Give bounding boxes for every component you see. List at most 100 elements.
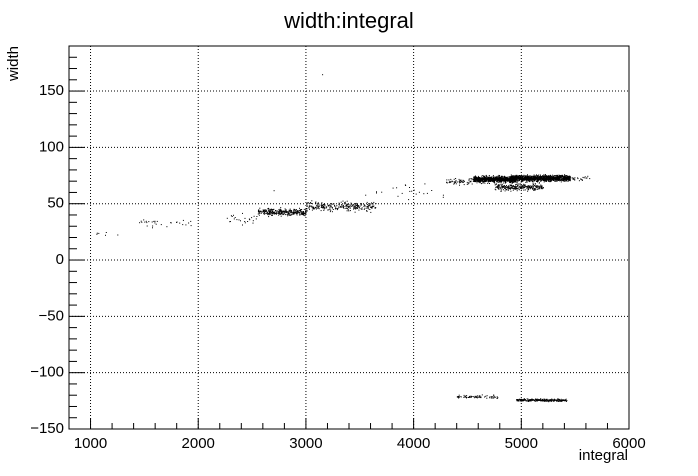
data-point xyxy=(288,211,289,213)
data-point xyxy=(578,180,580,182)
data-point xyxy=(531,186,532,188)
data-point xyxy=(537,175,539,177)
data-point xyxy=(476,397,478,399)
data-point xyxy=(528,187,530,188)
data-point xyxy=(565,398,567,400)
data-point xyxy=(548,176,550,178)
data-point xyxy=(453,178,455,180)
data-point xyxy=(458,394,460,396)
data-point xyxy=(343,203,345,205)
data-point xyxy=(566,177,567,179)
data-point xyxy=(332,209,334,210)
data-point xyxy=(540,177,542,179)
data-point xyxy=(523,184,525,186)
data-point xyxy=(523,178,525,180)
data-point xyxy=(473,176,475,178)
data-point xyxy=(329,208,331,210)
data-point xyxy=(528,188,530,189)
data-point xyxy=(347,207,349,209)
data-point xyxy=(510,177,512,179)
data-point xyxy=(538,179,540,181)
data-point xyxy=(179,222,181,224)
data-point xyxy=(556,400,558,402)
data-point xyxy=(325,207,327,209)
data-point xyxy=(563,180,565,182)
data-point xyxy=(508,188,510,189)
data-point xyxy=(316,203,318,205)
data-point xyxy=(529,179,531,181)
data-point xyxy=(376,191,377,193)
data-point xyxy=(549,181,551,183)
data-point xyxy=(530,399,532,401)
data-point xyxy=(366,206,368,207)
data-point xyxy=(541,399,543,400)
data-point xyxy=(470,180,472,182)
data-point xyxy=(514,186,516,188)
data-point xyxy=(488,181,490,183)
data-point xyxy=(265,209,267,211)
data-point xyxy=(353,204,354,206)
data-point xyxy=(544,399,546,401)
data-point xyxy=(278,209,280,211)
data-point xyxy=(256,216,258,217)
data-point xyxy=(566,180,568,182)
data-point xyxy=(523,186,525,188)
data-point xyxy=(344,202,346,204)
data-point xyxy=(360,203,362,204)
data-point xyxy=(477,177,479,179)
data-point xyxy=(329,211,331,213)
data-point xyxy=(503,180,505,182)
data-point xyxy=(523,398,525,400)
data-point xyxy=(299,212,301,214)
data-point xyxy=(512,189,514,191)
data-point xyxy=(464,396,466,398)
data-point xyxy=(305,212,307,214)
data-point xyxy=(563,175,565,177)
data-point xyxy=(527,190,529,192)
data-point xyxy=(534,400,536,402)
data-point xyxy=(486,176,488,178)
data-point xyxy=(365,194,367,196)
data-point xyxy=(338,204,340,205)
data-point xyxy=(275,210,276,211)
data-point xyxy=(513,177,515,178)
data-point xyxy=(532,185,534,187)
data-point xyxy=(538,176,540,178)
data-point xyxy=(484,180,486,182)
data-point xyxy=(458,396,460,398)
data-point xyxy=(258,211,260,213)
data-point xyxy=(289,209,291,211)
data-point xyxy=(528,180,530,182)
data-point xyxy=(233,218,235,220)
data-point xyxy=(521,176,523,178)
data-point xyxy=(531,181,533,182)
data-point xyxy=(568,176,570,178)
data-point xyxy=(528,400,530,402)
data-point xyxy=(559,176,561,178)
data-point xyxy=(522,400,524,402)
data-point xyxy=(504,179,506,181)
data-point xyxy=(519,185,521,187)
data-point xyxy=(298,211,300,213)
data-point xyxy=(476,177,478,179)
data-point xyxy=(498,174,500,176)
data-point xyxy=(523,174,525,176)
data-point xyxy=(536,400,538,402)
data-point xyxy=(289,214,291,216)
data-point xyxy=(370,206,372,208)
data-point xyxy=(538,185,540,187)
data-point xyxy=(537,178,539,180)
data-point xyxy=(491,176,493,178)
data-point xyxy=(494,180,495,182)
data-point xyxy=(545,178,547,180)
data-point xyxy=(496,397,498,399)
data-point xyxy=(538,174,540,176)
data-point xyxy=(529,178,531,180)
data-point xyxy=(527,398,529,400)
data-point xyxy=(548,181,550,182)
data-point xyxy=(533,188,535,189)
data-point xyxy=(404,184,406,186)
data-point xyxy=(358,209,360,211)
data-point xyxy=(562,399,564,401)
data-point xyxy=(311,200,313,202)
